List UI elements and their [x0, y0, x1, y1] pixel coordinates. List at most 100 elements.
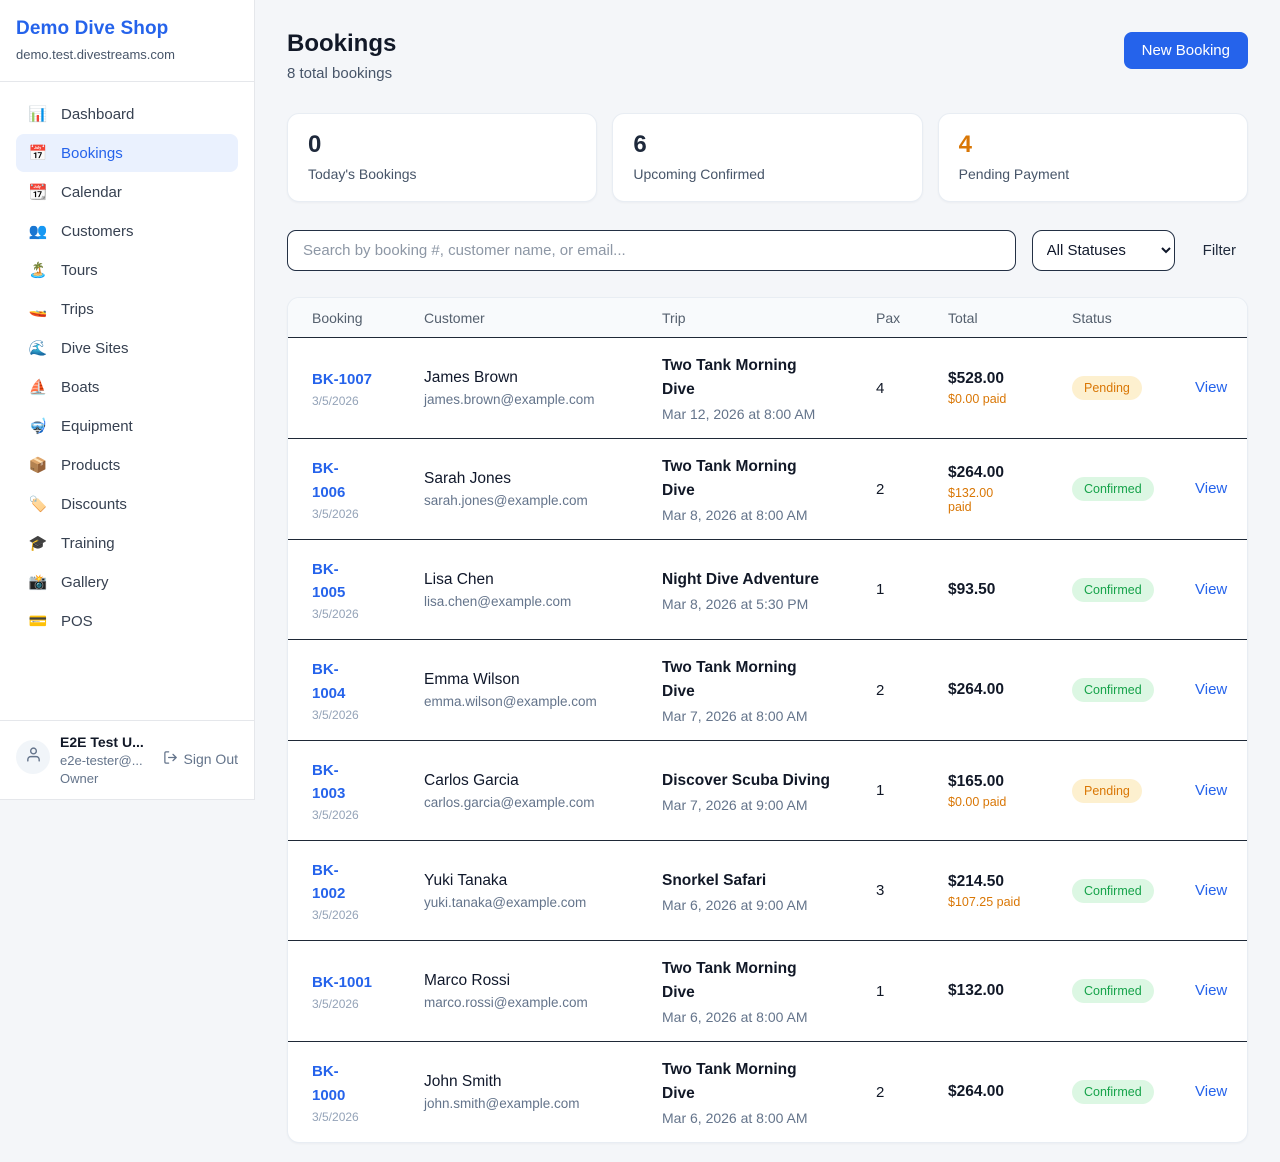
sidebar-item-pos[interactable]: 💳 POS: [28, 612, 93, 631]
customer-cell: Emma Wilson emma.wilson@example.com: [424, 671, 662, 709]
stat-label: Upcoming Confirmed: [633, 166, 765, 182]
filter-button[interactable]: Filter: [1191, 234, 1248, 267]
column-header-status: Status: [1072, 310, 1112, 326]
total-amount: $528.00: [948, 370, 1005, 388]
trip-name: Two Tank Morning Dive: [662, 458, 797, 500]
sign-out-button[interactable]: Sign Out: [163, 750, 238, 768]
user-info: E2E Test U... e2e-tester@... Owner: [60, 734, 144, 786]
table-body: BK-1007 3/5/2026 James Brown james.brown…: [288, 338, 1247, 1142]
pax-count: 2: [876, 1083, 885, 1101]
booking-id-link[interactable]: BK-1002: [312, 861, 346, 903]
trip-datetime: Mar 8, 2026 at 5:30 PM: [662, 595, 809, 612]
booking-cell: BK-1000 3/5/2026: [312, 1060, 424, 1124]
column-header-total: Total: [948, 310, 978, 326]
view-link[interactable]: View: [1195, 379, 1228, 397]
customer-email: lisa.chen@example.com: [424, 593, 572, 609]
page-title-block: Bookings 8 total bookings: [287, 30, 396, 82]
sidebar-item-discounts[interactable]: 🏷️ Discounts: [28, 495, 127, 514]
status-badge: Pending: [1072, 778, 1142, 803]
booking-cell: BK-1004 3/5/2026: [312, 658, 424, 722]
actions-cell: View: [1195, 379, 1227, 397]
stats-cards: 0 Today's Bookings 6 Upcoming Confirmed …: [287, 113, 1248, 202]
stat-value: 6: [633, 131, 647, 158]
sidebar-item-products[interactable]: 📦 Products: [28, 456, 121, 475]
sidebar-item-training[interactable]: 🎓 Training: [28, 534, 115, 553]
total-cell: $528.00 $0.00 paid: [948, 370, 1072, 406]
customers-icon: 👥: [28, 223, 48, 240]
customer-name: Sarah Jones: [424, 470, 512, 488]
sidebar-item-dive-sites[interactable]: 🌊 Dive Sites: [28, 339, 129, 358]
view-link[interactable]: View: [1195, 480, 1228, 498]
sidebar-item-equipment[interactable]: 🤿 Equipment: [28, 417, 133, 436]
status-badge: Confirmed: [1072, 477, 1154, 502]
table-row: BK-1000 3/5/2026 John Smith john.smith@e…: [288, 1041, 1247, 1142]
status-badge: Confirmed: [1072, 577, 1154, 602]
actions-cell: View: [1195, 480, 1227, 498]
pax-count: 2: [876, 480, 885, 498]
boats-icon: ⛵: [28, 379, 48, 396]
new-booking-button[interactable]: New Booking: [1123, 32, 1248, 69]
total-cell: $93.50: [948, 581, 1072, 599]
booking-date: 3/5/2026: [312, 1109, 359, 1124]
sidebar-item-dashboard[interactable]: 📊 Dashboard: [28, 105, 135, 124]
total-amount: $264.00: [948, 464, 1005, 482]
sign-out-icon: [163, 750, 178, 768]
status-cell: Confirmed: [1072, 979, 1195, 1004]
toolbar: All Statuses Filter: [287, 230, 1248, 271]
sidebar: Demo Dive Shop demo.test.divestreams.com…: [0, 0, 255, 800]
view-link[interactable]: View: [1195, 580, 1228, 598]
booking-id-link[interactable]: BK-1000: [312, 1063, 346, 1104]
sidebar-item-calendar[interactable]: 📆 Calendar: [28, 183, 122, 202]
view-link[interactable]: View: [1195, 781, 1228, 799]
trip-cell: Two Tank Morning Dive Mar 8, 2026 at 8:0…: [662, 455, 876, 523]
tours-icon: 🏝️: [28, 262, 48, 279]
sidebar-item-bookings[interactable]: 📅 Bookings: [16, 134, 238, 172]
view-link[interactable]: View: [1195, 1083, 1228, 1101]
booking-cell: BK-1006 3/5/2026: [312, 457, 424, 521]
status-cell: Confirmed: [1072, 577, 1195, 602]
booking-id-link[interactable]: BK-1004: [312, 661, 346, 702]
customer-email: james.brown@example.com: [424, 392, 595, 408]
shop-name[interactable]: Demo Dive Shop: [16, 18, 169, 39]
table-row: BK-1007 3/5/2026 James Brown james.brown…: [288, 338, 1247, 438]
status-badge: Confirmed: [1072, 678, 1154, 703]
view-link[interactable]: View: [1195, 681, 1228, 699]
trip-cell: Two Tank Morning Dive Mar 6, 2026 at 8:0…: [662, 1058, 876, 1126]
trip-name: Two Tank Morning Dive: [662, 357, 797, 399]
booking-id-link[interactable]: BK-1003: [312, 761, 346, 803]
trip-datetime: Mar 6, 2026 at 9:00 AM: [662, 896, 808, 913]
table-header-row: Booking Customer Trip Pax Total Status: [288, 298, 1247, 338]
view-link[interactable]: View: [1195, 881, 1228, 899]
table-row: BK-1001 3/5/2026 Marco Rossi marco.rossi…: [288, 940, 1247, 1041]
paid-amount: $0.00 paid: [948, 794, 1007, 809]
sidebar-item-gallery[interactable]: 📸 Gallery: [28, 573, 109, 592]
sidebar-item-tours[interactable]: 🏝️ Tours: [28, 261, 98, 280]
sidebar-item-customers[interactable]: 👥 Customers: [28, 222, 134, 241]
trip-name: Two Tank Morning Dive: [662, 960, 797, 1002]
status-cell: Confirmed: [1072, 477, 1195, 502]
booking-cell: BK-1007 3/5/2026: [312, 368, 424, 408]
pax-count: 1: [876, 581, 885, 599]
avatar: [16, 740, 50, 774]
sidebar-user-footer: E2E Test U... e2e-tester@... Owner Sign …: [0, 720, 254, 799]
user-icon: [25, 746, 42, 768]
table-row: BK-1002 3/5/2026 Yuki Tanaka yuki.tanaka…: [288, 840, 1247, 940]
paid-amount: $132.00 paid: [948, 486, 994, 515]
booking-id-link[interactable]: BK-1006: [312, 460, 346, 501]
view-link[interactable]: View: [1195, 982, 1228, 1000]
search-input[interactable]: [287, 230, 1016, 271]
sidebar-item-trips[interactable]: 🚤 Trips: [28, 300, 94, 319]
booking-id-link[interactable]: BK-1005: [312, 560, 346, 602]
user-name: E2E Test U...: [60, 734, 144, 750]
trip-cell: Night Dive Adventure Mar 8, 2026 at 5:30…: [662, 568, 876, 612]
pax-count: 3: [876, 882, 885, 900]
total-cell: $214.50 $107.25 paid: [948, 873, 1072, 909]
booking-id-link[interactable]: BK-1007: [312, 370, 373, 388]
status-filter-select[interactable]: All Statuses: [1031, 230, 1175, 271]
customer-name: James Brown: [424, 369, 518, 387]
sidebar-item-boats[interactable]: ⛵ Boats: [28, 378, 100, 397]
stat-label: Pending Payment: [958, 166, 1070, 182]
page-title: Bookings: [287, 30, 397, 57]
total-amount: $264.00: [948, 1083, 1005, 1101]
booking-id-link[interactable]: BK-1001: [312, 973, 373, 991]
